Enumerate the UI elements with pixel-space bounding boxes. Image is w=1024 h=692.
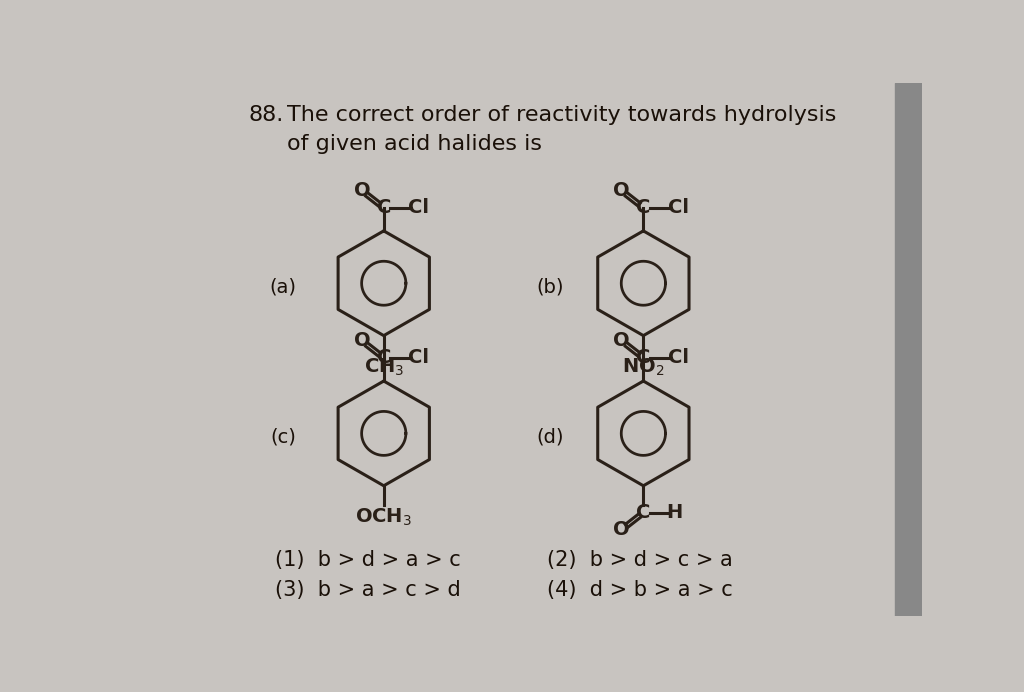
Text: O: O <box>613 331 630 350</box>
Text: O: O <box>353 331 371 350</box>
Bar <box>895 83 922 616</box>
Text: Cl: Cl <box>668 349 689 367</box>
Text: 88.: 88. <box>248 104 284 125</box>
Text: O: O <box>353 181 371 201</box>
Text: C: C <box>636 349 650 367</box>
Text: (1)  b > d > a > c: (1) b > d > a > c <box>275 550 461 570</box>
Text: C: C <box>636 503 650 522</box>
Text: (3)  b > a > c > d: (3) b > a > c > d <box>275 580 461 600</box>
Text: C: C <box>377 199 391 217</box>
Text: Cl: Cl <box>668 199 689 217</box>
Text: (c): (c) <box>270 428 296 447</box>
Text: Cl: Cl <box>409 349 429 367</box>
Text: (a): (a) <box>269 277 297 297</box>
Text: The correct order of reactivity towards hydrolysis
of given acid halides is: The correct order of reactivity towards … <box>287 104 837 154</box>
Text: (4)  d > b > a > c: (4) d > b > a > c <box>547 580 732 600</box>
Text: O: O <box>613 181 630 201</box>
Text: CH$_3$: CH$_3$ <box>364 356 403 378</box>
Text: (b): (b) <box>537 277 564 297</box>
Text: (d): (d) <box>537 428 564 447</box>
Text: O: O <box>613 520 630 539</box>
Text: C: C <box>636 199 650 217</box>
Text: Cl: Cl <box>409 199 429 217</box>
Text: OCH$_3$: OCH$_3$ <box>355 507 413 528</box>
Text: NO$_2$: NO$_2$ <box>623 356 665 378</box>
Text: H: H <box>667 503 683 522</box>
Text: (2)  b > d > c > a: (2) b > d > c > a <box>547 550 732 570</box>
Text: C: C <box>377 349 391 367</box>
